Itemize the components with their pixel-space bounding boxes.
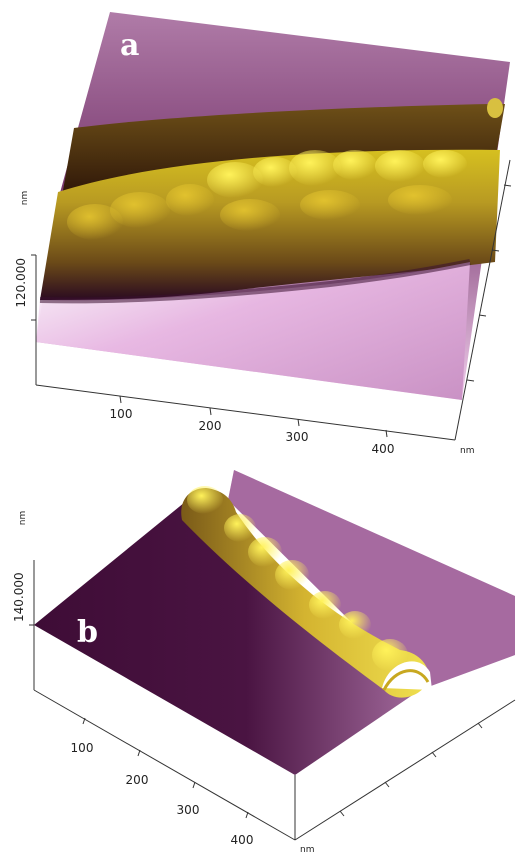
panel-b: nm 140.000 100 200 300 400 nm b bbox=[12, 470, 516, 852]
panel-a-fiber-bumps bbox=[67, 98, 503, 240]
panel-b-x-tick-label: 200 bbox=[126, 773, 149, 787]
panel-b-x-tick-label: 100 bbox=[71, 741, 94, 755]
panel-a-x-tick-label: 100 bbox=[110, 407, 133, 421]
panel-a-xy-unit: nm bbox=[460, 446, 474, 456]
panel-a: nm 120.000 100 200 300 400 nm a bbox=[14, 12, 512, 456]
panel-a-z-unit: nm bbox=[20, 191, 30, 205]
panel-a-x-tick-label: 200 bbox=[199, 419, 222, 433]
panel-b-z-unit: nm bbox=[18, 511, 28, 525]
panel-b-left-plane bbox=[34, 498, 420, 775]
panel-b-axes bbox=[29, 560, 516, 841]
panel-a-front-edge bbox=[36, 262, 470, 400]
panel-b-z-tick-label: 140.000 bbox=[12, 572, 26, 622]
panel-b-right-plane bbox=[228, 470, 515, 690]
panel-a-x-tick-label: 400 bbox=[372, 442, 395, 456]
panel-a-x-tick-label: 300 bbox=[286, 430, 309, 444]
panel-b-x-tick-label: 400 bbox=[231, 833, 254, 847]
panel-b-x-tick-label: 300 bbox=[177, 803, 200, 817]
panel-b-label: b bbox=[77, 615, 98, 650]
panel-a-z-tick-label: 120.000 bbox=[14, 258, 28, 308]
panel-a-label: a bbox=[120, 28, 139, 63]
panel-a-axes bbox=[31, 159, 512, 441]
panel-b-ridge-bumps bbox=[187, 486, 408, 671]
panel-b-xy-unit: nm bbox=[300, 845, 314, 852]
